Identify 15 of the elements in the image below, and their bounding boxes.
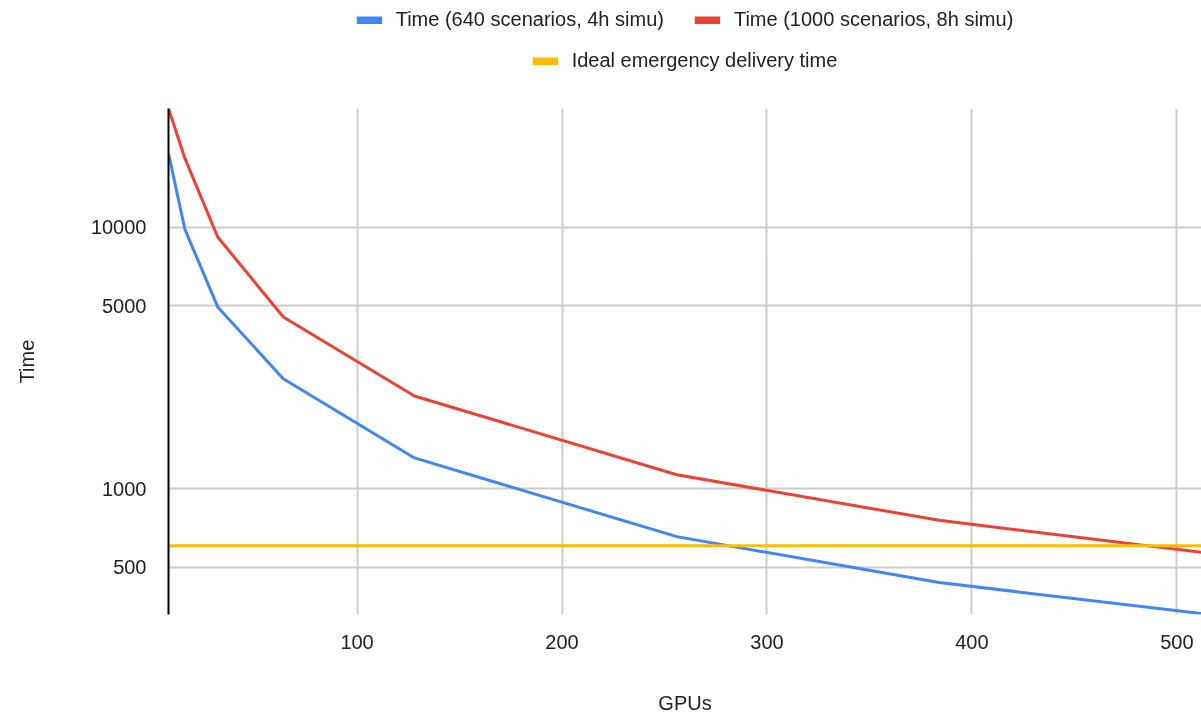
x-tick-label: 500 bbox=[1160, 630, 1194, 653]
legend-label: Time (640 scenarios, 4h simu) bbox=[395, 8, 664, 31]
x-axis-title: GPUs bbox=[658, 691, 712, 714]
x-tick-label: 200 bbox=[545, 630, 579, 653]
legend-label: Time (1000 scenarios, 8h simu) bbox=[733, 8, 1014, 31]
line-series bbox=[168, 108, 1201, 554]
y-tick-label: 10000 bbox=[90, 216, 147, 239]
y-axis-title: Time bbox=[15, 339, 38, 384]
y-tick-label: 500 bbox=[113, 556, 147, 579]
legend-label: Ideal emergency delivery time bbox=[571, 49, 838, 72]
x-tick-label: 300 bbox=[750, 630, 784, 653]
x-tick-label: 400 bbox=[955, 630, 989, 653]
y-tick-label: 5000 bbox=[102, 294, 147, 317]
y-tick-label: 1000 bbox=[102, 477, 147, 500]
x-tick-label: 100 bbox=[340, 630, 374, 653]
